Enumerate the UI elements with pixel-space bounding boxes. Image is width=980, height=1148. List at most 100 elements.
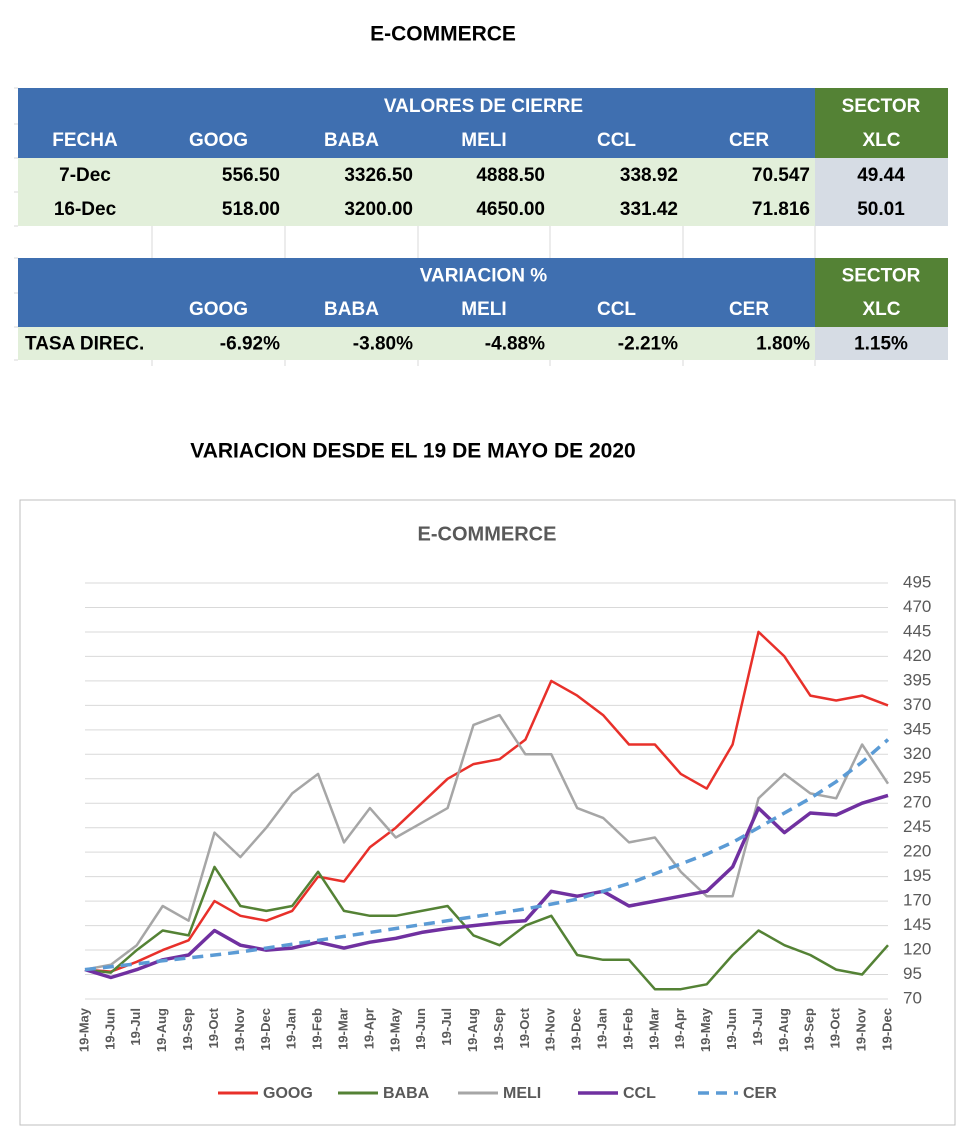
legend-label: MELI bbox=[503, 1085, 541, 1102]
column-header: CCL bbox=[597, 130, 636, 151]
table-cell bbox=[550, 327, 683, 360]
table-value: 50.01 bbox=[857, 199, 905, 220]
y-tick-label: 220 bbox=[903, 842, 931, 861]
x-tick-label: 19-May bbox=[76, 1007, 91, 1052]
table-cell bbox=[683, 192, 815, 226]
x-tick-label: 19-Oct bbox=[517, 1007, 532, 1048]
x-tick-label: 19-Oct bbox=[828, 1007, 843, 1048]
x-tick-label: 19-Sep bbox=[180, 1008, 195, 1051]
y-tick-label: 445 bbox=[903, 621, 931, 640]
table-value: 518.00 bbox=[222, 199, 280, 220]
x-tick-label: 19-Aug bbox=[465, 1008, 480, 1052]
table-cell bbox=[418, 327, 550, 360]
x-tick-label: 19-Aug bbox=[154, 1008, 169, 1052]
table-value: -6.92% bbox=[220, 334, 280, 355]
legend-label: GOOG bbox=[263, 1085, 313, 1102]
table-value: 4650.00 bbox=[476, 199, 545, 220]
x-tick-label: 19-Dec bbox=[879, 1008, 894, 1051]
table-value: -4.88% bbox=[485, 334, 545, 355]
table-value: 71.816 bbox=[752, 199, 810, 220]
table-cell bbox=[285, 158, 418, 192]
y-tick-label: 70 bbox=[903, 988, 922, 1007]
table-value: 49.44 bbox=[857, 165, 905, 186]
table-value: 4888.50 bbox=[476, 165, 545, 186]
y-tick-label: 195 bbox=[903, 866, 931, 885]
column-header: GOOG bbox=[189, 299, 248, 320]
table-value: 1.15% bbox=[854, 334, 908, 355]
series-line bbox=[84, 865, 889, 991]
y-tick-label: 420 bbox=[903, 646, 931, 665]
column-header: XLC bbox=[863, 299, 901, 320]
column-header: XLC bbox=[863, 130, 901, 151]
page-title: E-COMMERCE bbox=[370, 23, 516, 46]
x-tick-label: 19-Aug bbox=[776, 1008, 791, 1052]
table-value: 338.92 bbox=[620, 165, 678, 186]
column-header: CER bbox=[729, 130, 769, 151]
table-cell bbox=[683, 327, 815, 360]
series-line bbox=[84, 793, 889, 980]
x-tick-label: 19-Nov bbox=[543, 1007, 558, 1051]
column-header: BABA bbox=[324, 299, 379, 320]
sector-label: SECTOR bbox=[842, 96, 921, 117]
chart-title: E-COMMERCE bbox=[418, 523, 557, 545]
x-tick-label: 19-May bbox=[387, 1007, 402, 1052]
table-value: -3.80% bbox=[353, 334, 413, 355]
table-value: 7-Dec bbox=[59, 165, 111, 186]
y-tick-label: 395 bbox=[903, 670, 931, 689]
table-cell bbox=[550, 192, 683, 226]
y-tick-label: 320 bbox=[903, 744, 931, 763]
legend-label: CER bbox=[743, 1085, 777, 1102]
y-tick-label: 120 bbox=[903, 940, 931, 959]
y-tick-label: 270 bbox=[903, 793, 931, 812]
x-tick-label: 19-Jun bbox=[724, 1008, 739, 1050]
table-cell bbox=[815, 327, 948, 360]
series-line bbox=[84, 738, 890, 972]
y-tick-label: 470 bbox=[903, 597, 931, 616]
table-cell bbox=[285, 327, 418, 360]
group-header: VALORES DE CIERRE bbox=[384, 96, 583, 117]
table-cell bbox=[418, 192, 550, 226]
table-cell bbox=[418, 158, 550, 192]
sector-header bbox=[815, 258, 948, 327]
y-tick-label: 245 bbox=[903, 817, 931, 836]
table-cell bbox=[152, 192, 285, 226]
sector-header bbox=[815, 88, 948, 158]
table-value: 3200.00 bbox=[344, 199, 413, 220]
x-tick-label: 19-Sep bbox=[491, 1008, 506, 1051]
series-line bbox=[84, 630, 889, 973]
x-tick-label: 19-Mar bbox=[335, 1008, 350, 1050]
table-cell bbox=[815, 158, 948, 192]
x-tick-label: 19-Jul bbox=[128, 1008, 143, 1046]
x-tick-label: 19-Jan bbox=[284, 1008, 299, 1049]
column-header: MELI bbox=[461, 299, 506, 320]
table-value: TASA DIREC. bbox=[25, 334, 144, 355]
y-tick-label: 295 bbox=[903, 768, 931, 787]
table-cell bbox=[815, 192, 948, 226]
y-tick-label: 95 bbox=[903, 964, 922, 983]
sector-label: SECTOR bbox=[842, 266, 921, 287]
table-value: 1.80% bbox=[756, 334, 810, 355]
table-value: 16-Dec bbox=[54, 199, 117, 220]
x-tick-label: 19-Dec bbox=[258, 1008, 273, 1051]
table-cell bbox=[18, 327, 152, 360]
table-header bbox=[18, 88, 815, 158]
y-tick-label: 495 bbox=[903, 572, 931, 591]
column-header: CCL bbox=[597, 299, 636, 320]
column-header: BABA bbox=[324, 130, 379, 151]
x-tick-label: 19-May bbox=[698, 1007, 713, 1052]
group-header: VARIACION % bbox=[420, 266, 547, 287]
x-tick-label: 19-Jun bbox=[413, 1008, 428, 1050]
table-cell bbox=[152, 158, 285, 192]
legend-label: BABA bbox=[383, 1085, 430, 1102]
x-tick-label: 19-Jul bbox=[439, 1008, 454, 1046]
table-value: 556.50 bbox=[222, 165, 280, 186]
legend-label: CCL bbox=[623, 1085, 656, 1102]
section-subtitle: VARIACION DESDE EL 19 DE MAYO DE 2020 bbox=[190, 440, 635, 463]
x-tick-label: 19-Feb bbox=[620, 1008, 635, 1050]
table-cell bbox=[18, 192, 152, 226]
x-tick-label: 19-Apr bbox=[672, 1008, 687, 1049]
column-header: FECHA bbox=[52, 130, 118, 151]
table-cell bbox=[152, 327, 285, 360]
